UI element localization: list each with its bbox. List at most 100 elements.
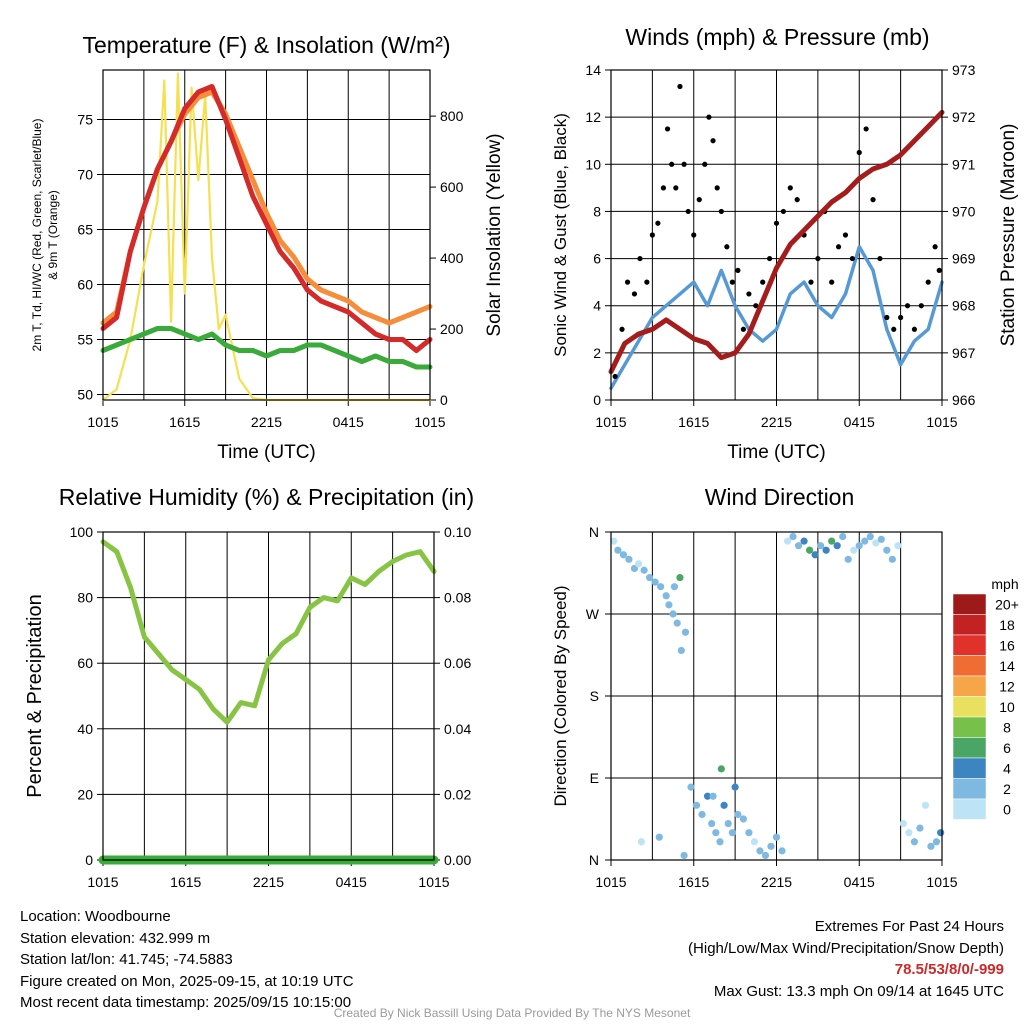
series-pressure [608, 109, 945, 375]
colorbar-swatch [952, 696, 987, 718]
y-left-tick-label: 65 [77, 222, 93, 238]
direction-point [866, 532, 874, 541]
y-right-tick-label: 967 [952, 345, 976, 361]
y-left-tick-label: 6 [593, 251, 601, 267]
direction-point [614, 546, 622, 554]
gust-point [660, 185, 667, 191]
plot-border [102, 69, 431, 401]
y-right-tick-label: 973 [952, 62, 976, 78]
y-tick-label: N [589, 852, 599, 868]
gust-point [884, 314, 890, 321]
y-left-tick-label: 50 [77, 387, 93, 403]
direction-point [712, 829, 720, 837]
x-tick-label: 1015 [414, 414, 445, 430]
direction-point [921, 801, 930, 809]
series-rh [100, 539, 437, 725]
direction-point [789, 532, 797, 541]
colorbar-swatch [952, 778, 987, 800]
direction-point [750, 838, 759, 846]
location-text: Location: Woodbourne [20, 908, 171, 925]
direction-point [822, 546, 830, 554]
series-td [100, 326, 433, 370]
gust-point [724, 244, 730, 250]
gust-point [681, 161, 687, 167]
direction-point [692, 801, 701, 809]
panel-title: Wind Direction [705, 484, 855, 510]
direction-point [720, 801, 728, 809]
colorbar-label: 6 [1003, 740, 1011, 756]
gust-point [624, 279, 631, 285]
direction-point [937, 829, 945, 837]
gust-point [669, 161, 675, 167]
gust-point [794, 197, 800, 203]
direction-point [709, 792, 717, 800]
gust-point [815, 255, 821, 262]
direction-point [877, 535, 885, 543]
direction-point [927, 842, 935, 850]
x-tick-label: 0415 [844, 874, 875, 890]
direction-point [855, 542, 863, 550]
colorbar-label: 4 [1003, 760, 1011, 776]
direction-point [634, 560, 643, 568]
series-2m-t [100, 84, 433, 353]
direction-point [665, 601, 673, 609]
gust-point [677, 83, 683, 90]
y-right-tick-label: 0.02 [444, 786, 471, 802]
direction-point [767, 842, 775, 850]
x-tick-label: 2215 [251, 414, 282, 430]
panel-title: Winds (mph) & Pressure (mb) [625, 24, 929, 50]
x-axis-label: Time (UTC) [727, 442, 826, 463]
y-left-tick-label: 100 [70, 524, 94, 540]
direction-point [756, 847, 764, 855]
gust-point [936, 267, 942, 273]
y-left-tick-label: 40 [77, 721, 93, 737]
direction-point [778, 847, 786, 855]
x-tick-label: 1015 [87, 874, 118, 890]
plot-border [102, 531, 435, 861]
gust-point [706, 114, 712, 120]
colorbar-title: mph [991, 576, 1018, 592]
x-tick-label: 2215 [761, 414, 792, 430]
y-left-label: 2m T, Td, HI/WC (Red, Green, Scarlet/Blu… [30, 119, 44, 352]
extremes-legend: (High/Low/Max Wind/Precipitation/Snow De… [688, 939, 1004, 957]
y-right-tick-label: 972 [952, 109, 976, 125]
y-right-tick-label: 0.06 [444, 655, 471, 671]
max-gust-text: Max Gust: 13.3 mph On 09/14 at 1645 UTC [713, 982, 1004, 1000]
gust-point [612, 373, 618, 380]
gust-point [877, 255, 883, 262]
colorbar-label: 20+ [995, 596, 1019, 612]
gust-point [767, 255, 773, 262]
colorbar-swatch [952, 737, 987, 759]
x-tick-label: 1615 [678, 874, 709, 890]
y-tick-label: W [586, 606, 600, 622]
latlon-text: Station lat/lon: 41.745; -74.5883 [20, 951, 233, 968]
y-tick-label: E [590, 770, 599, 786]
direction-point [839, 532, 847, 541]
direction-point [680, 851, 688, 860]
panel-title: Temperature (F) & Insolation (W/m²) [82, 32, 450, 58]
x-tick-label: 0415 [336, 874, 367, 890]
extremes-values: 78.5/53/8/0/-999 [894, 961, 1004, 978]
gust-point [891, 326, 897, 332]
y-left-tick-label: 60 [77, 277, 93, 293]
colorbar-label: 12 [999, 678, 1015, 694]
gust-point [740, 326, 747, 332]
credit-text: Created By Nick Bassill Using Data Provi… [333, 1006, 691, 1020]
panel-direction: 1015 1615 2215 0415 1015 N E S W N Wind Direction D… [551, 484, 1019, 890]
x-tick-label: 1015 [595, 874, 626, 890]
direction-point [637, 838, 645, 846]
y-tick-label: S [590, 688, 599, 704]
x-tick-label: 1615 [678, 414, 709, 430]
direction-point [794, 542, 803, 550]
y-right-tick-label: 971 [952, 156, 976, 172]
series-solar [101, 72, 432, 402]
direction-point [681, 628, 690, 636]
y-right-tick-label: 0.10 [444, 524, 471, 540]
x-tick-label: 1015 [418, 874, 449, 890]
direction-point [731, 783, 739, 791]
gust-point [655, 220, 661, 226]
panel-winds: 1015 1615 2215 0415 1015 0 2 4 6 8 10 12 14 966 967 968… [551, 24, 1019, 463]
colorbar-label: 10 [999, 699, 1015, 715]
recent-data-text: Most recent data timestamp: 2025/09/15 1… [20, 994, 352, 1011]
